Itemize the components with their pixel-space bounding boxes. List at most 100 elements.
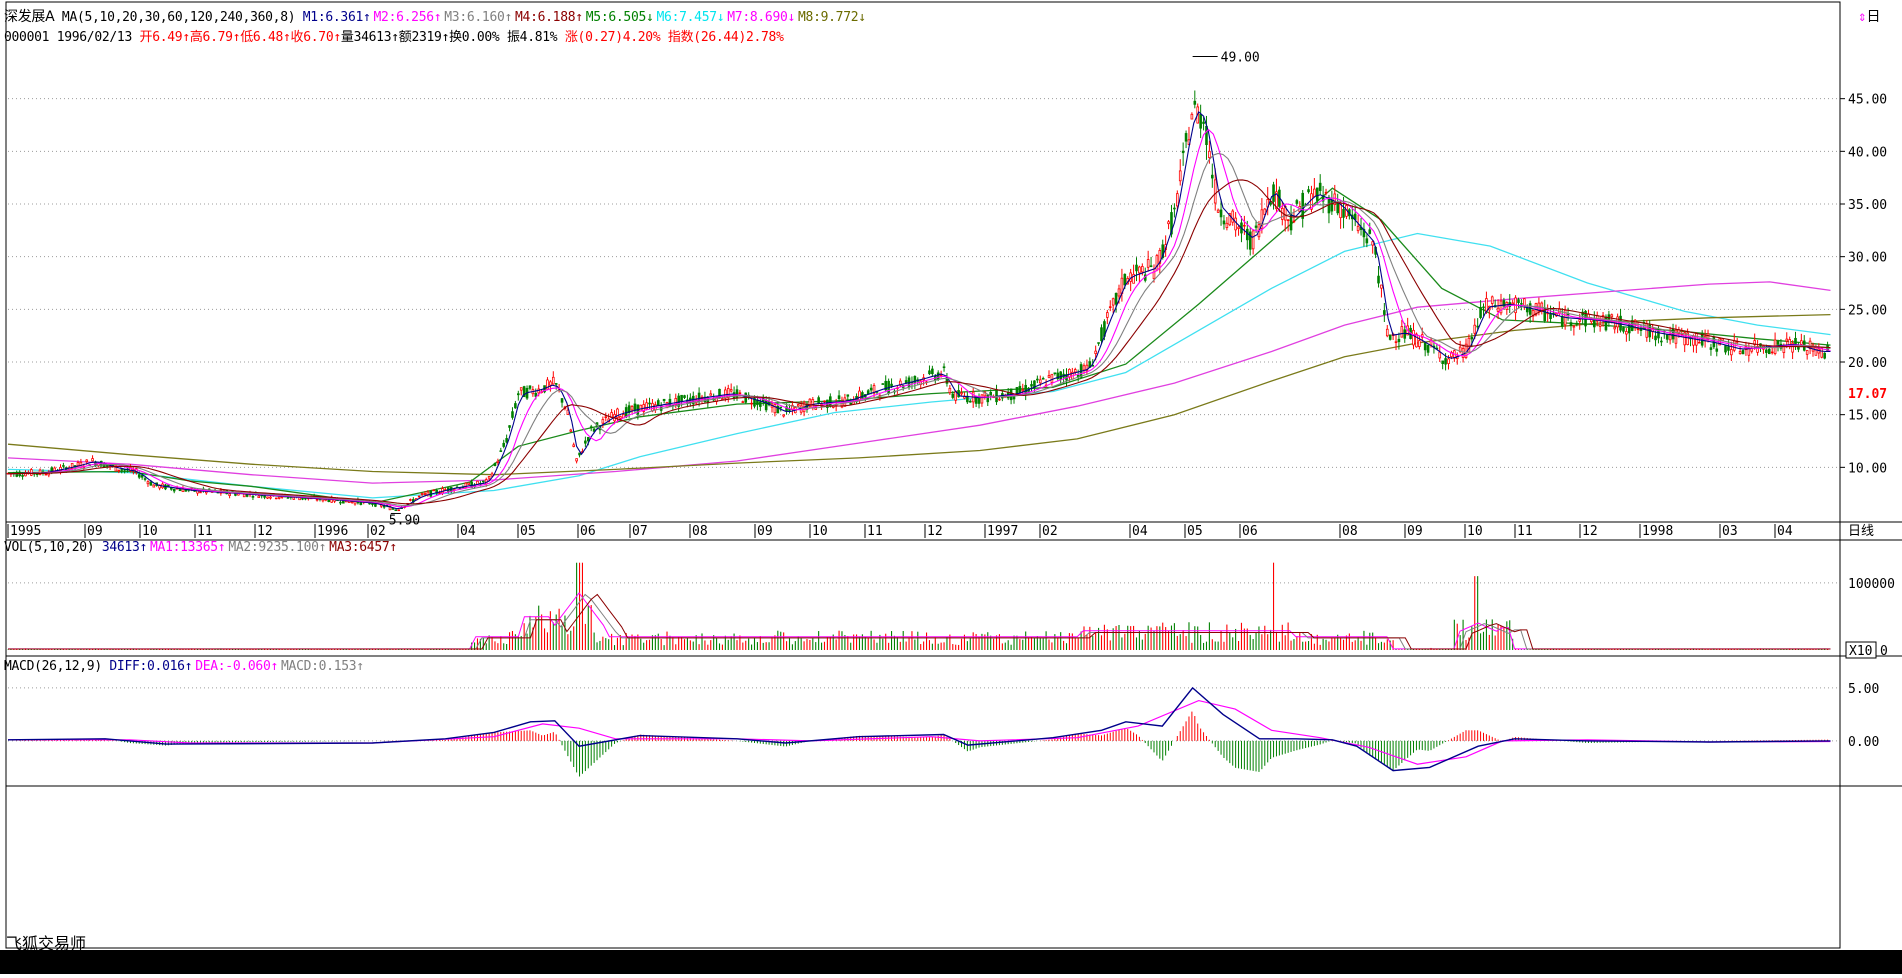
candle-body — [604, 416, 608, 419]
candle-body — [1106, 312, 1109, 318]
candle-body — [1654, 335, 1657, 341]
stock-code: 000001 — [4, 30, 50, 45]
candle-body — [1100, 327, 1103, 342]
candle-body — [1785, 338, 1789, 342]
candle-body — [394, 509, 398, 512]
candle-body — [788, 409, 791, 411]
candle-body — [1709, 347, 1713, 350]
candle-body — [656, 400, 660, 406]
candle-body — [837, 395, 841, 400]
candle-body — [1753, 340, 1756, 346]
candle-body — [1161, 244, 1165, 258]
candle-body — [1313, 188, 1316, 198]
candle-body — [551, 376, 555, 385]
amount-value: 额2319 — [398, 30, 442, 45]
candle-body — [1307, 189, 1310, 193]
date-tick-label: 06 — [580, 524, 596, 539]
ma-label-5: M6:7.457 — [656, 10, 718, 25]
candle-body — [913, 375, 917, 383]
candle-body — [517, 393, 520, 396]
candle-body — [269, 496, 272, 499]
candle-body — [1246, 228, 1249, 241]
candle-body — [1485, 298, 1488, 312]
candle-body — [409, 499, 412, 501]
candle-body — [1053, 372, 1057, 375]
candle-body — [1176, 193, 1179, 207]
candle-body — [152, 484, 156, 488]
unit-box — [1845, 641, 1877, 659]
change-value: 涨(0.27)4.20% — [564, 30, 661, 45]
candle-body — [391, 508, 395, 510]
candle-body — [1173, 207, 1176, 210]
candle-body — [1525, 307, 1529, 313]
candle-body — [146, 481, 150, 485]
candle-body — [1625, 331, 1628, 335]
ma-label-arrow-7: ↓ — [858, 10, 866, 25]
ma-label-1: M2:6.256 — [373, 10, 435, 25]
candle-body — [785, 406, 788, 411]
candle-body — [1234, 217, 1237, 231]
date-tick-label: 11 — [1517, 524, 1533, 539]
candle-body — [1444, 358, 1447, 365]
candle-body — [1756, 345, 1759, 353]
switch-icon[interactable]: ⇕日 — [1858, 9, 1881, 25]
candle-body — [1170, 212, 1173, 235]
candle-body — [1575, 322, 1579, 325]
candle-body — [1517, 299, 1520, 303]
candle-body — [1598, 324, 1602, 327]
candle-body — [140, 475, 144, 478]
date-tick-label: 10 — [142, 524, 158, 539]
candle-body — [1222, 220, 1226, 225]
candle-body — [114, 464, 118, 472]
date-tick-label: 11 — [867, 524, 883, 539]
candle-body — [117, 469, 121, 472]
candle-body — [251, 496, 255, 498]
candle-body — [1275, 191, 1278, 210]
candle-body — [1385, 328, 1389, 337]
price-tick-label: 35.00 — [1848, 198, 1887, 213]
macd-label-arrow-0: ↑ — [184, 659, 193, 674]
candle-body — [1152, 271, 1156, 280]
candle-body — [1030, 384, 1033, 387]
candle-body — [1155, 255, 1159, 271]
candle-body — [1216, 209, 1220, 213]
candle-body — [1811, 344, 1815, 352]
stock-name: 深发展A — [4, 9, 55, 25]
candle-body — [627, 405, 631, 414]
candle-body — [339, 501, 342, 504]
candle-body — [1686, 332, 1689, 345]
candle-body — [1315, 187, 1319, 201]
candle-body — [257, 495, 261, 498]
candle-body — [1394, 341, 1398, 343]
candle-body — [301, 497, 304, 500]
candle-body — [872, 385, 876, 394]
candle-body — [1797, 346, 1800, 350]
short-ma-3 — [7, 179, 1831, 505]
candle-body — [662, 398, 666, 401]
index-value: 指数(26.44)2.78% — [667, 30, 784, 45]
candle-body — [1342, 208, 1345, 218]
candle-body — [1056, 372, 1060, 380]
candle-body — [438, 492, 441, 495]
vol-label-arrow-0: ↑ — [139, 540, 148, 555]
candle-body — [560, 398, 564, 403]
vol-label-1: MA1:13365 — [150, 540, 218, 555]
candle-body — [1499, 300, 1503, 314]
candle-body — [779, 406, 783, 409]
candle-body — [1038, 379, 1042, 384]
candle-body — [490, 473, 494, 477]
ma-label-arrow-3: ↑ — [575, 10, 583, 25]
candle-body — [1237, 226, 1240, 229]
candle-body — [1021, 389, 1025, 392]
candle-body — [1560, 316, 1564, 327]
date-tick-label: 09 — [1407, 524, 1423, 539]
candle-body — [858, 390, 861, 401]
candle-body — [1403, 329, 1407, 339]
candle-body — [1219, 209, 1223, 218]
candle-body — [630, 406, 634, 411]
candle-body — [942, 366, 946, 369]
candle-body — [1383, 310, 1386, 315]
candle-body — [796, 404, 800, 407]
